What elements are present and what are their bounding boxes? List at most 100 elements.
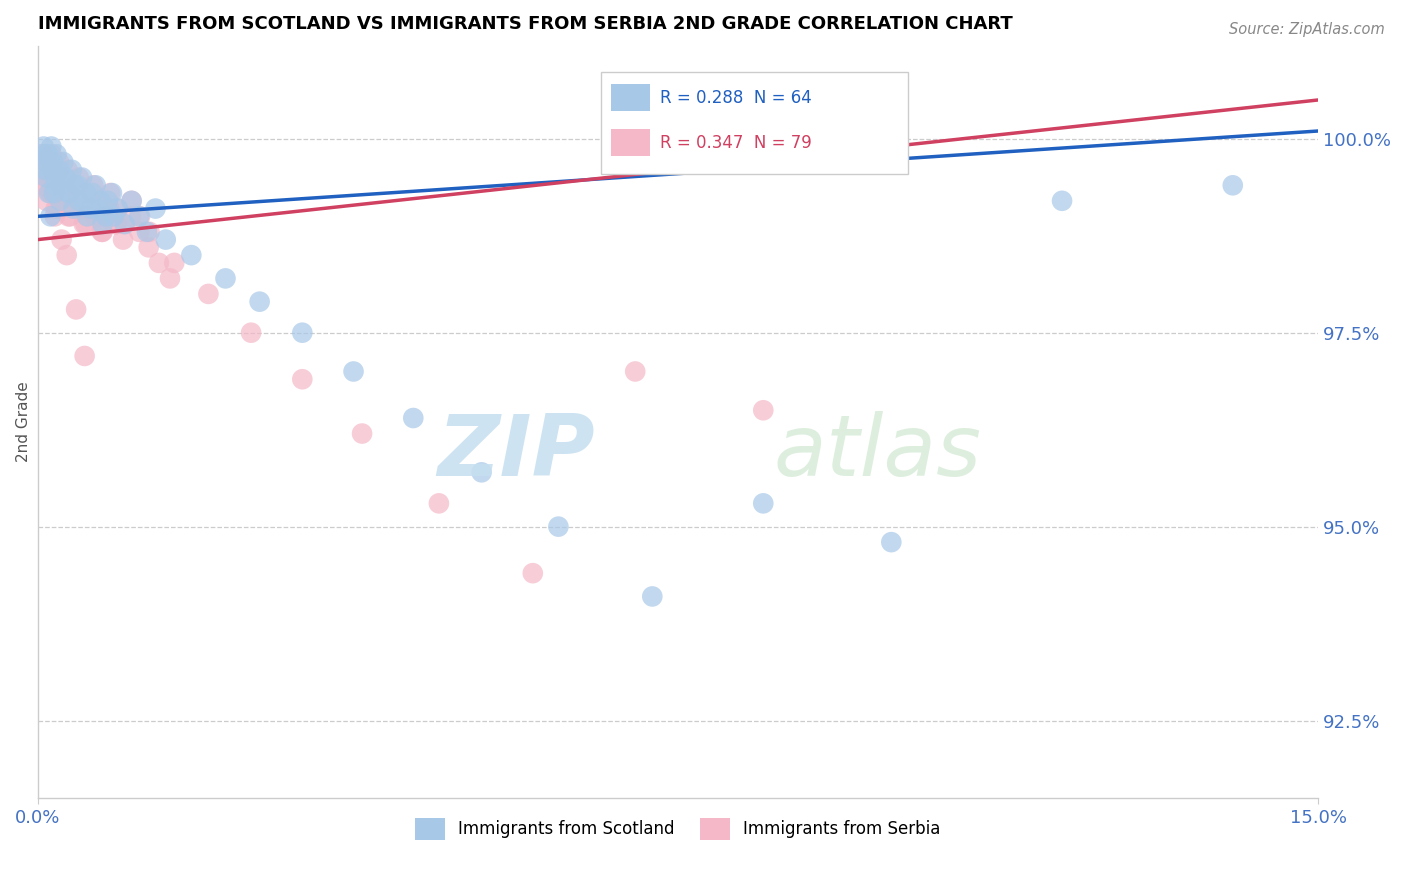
Point xyxy=(180,248,202,262)
Point xyxy=(136,225,159,239)
Point xyxy=(41,186,63,200)
Point xyxy=(37,170,59,185)
Point xyxy=(82,178,104,193)
Point xyxy=(44,170,66,185)
Bar xyxy=(602,72,908,174)
Point xyxy=(84,178,107,193)
Point xyxy=(97,194,120,208)
Point xyxy=(471,466,494,480)
Point xyxy=(159,271,181,285)
Point xyxy=(291,372,314,386)
Point xyxy=(291,326,314,340)
Point xyxy=(31,162,53,177)
Point xyxy=(79,202,101,216)
Point xyxy=(94,210,117,224)
Point xyxy=(91,225,114,239)
Point xyxy=(51,233,73,247)
Point xyxy=(56,162,79,177)
Point xyxy=(82,186,104,200)
Point xyxy=(624,364,647,378)
Point xyxy=(86,210,108,224)
Point xyxy=(65,186,87,200)
Point xyxy=(35,170,58,185)
Point xyxy=(32,139,55,153)
Point xyxy=(1050,194,1073,208)
Point xyxy=(249,294,271,309)
Point xyxy=(45,178,67,193)
Point xyxy=(128,225,150,239)
Point xyxy=(34,162,56,177)
Point xyxy=(49,178,72,193)
Text: ZIP: ZIP xyxy=(437,410,595,493)
Point xyxy=(76,210,98,224)
Point xyxy=(79,194,101,208)
Point xyxy=(58,186,80,200)
Point xyxy=(52,155,75,169)
Point xyxy=(155,233,177,247)
Point xyxy=(67,170,90,185)
Point xyxy=(87,194,110,208)
Legend: Immigrants from Scotland, Immigrants from Serbia: Immigrants from Scotland, Immigrants fro… xyxy=(409,812,948,847)
Point xyxy=(105,202,128,216)
Point xyxy=(39,210,62,224)
Point xyxy=(32,178,55,193)
Point xyxy=(427,496,450,510)
Point xyxy=(65,302,87,317)
Point xyxy=(34,162,56,177)
Point xyxy=(51,170,73,185)
Point xyxy=(547,519,569,533)
Point xyxy=(60,162,83,177)
Point xyxy=(44,210,66,224)
Point xyxy=(35,155,58,169)
Point xyxy=(59,178,82,193)
Point xyxy=(58,186,80,200)
Point xyxy=(163,256,186,270)
Point xyxy=(104,217,127,231)
Text: R = 0.288  N = 64: R = 0.288 N = 64 xyxy=(659,88,811,106)
Point xyxy=(138,240,160,254)
Point xyxy=(45,147,67,161)
Point xyxy=(79,194,101,208)
Point xyxy=(45,178,67,193)
Point xyxy=(107,202,129,216)
Point xyxy=(86,202,108,216)
Point xyxy=(72,194,94,208)
Point xyxy=(42,162,65,177)
Point xyxy=(522,566,544,581)
Y-axis label: 2nd Grade: 2nd Grade xyxy=(15,382,31,462)
Point xyxy=(114,217,136,231)
Point xyxy=(98,186,121,200)
Point xyxy=(46,202,69,216)
Point xyxy=(55,170,77,185)
Point xyxy=(62,202,84,216)
Point xyxy=(73,349,96,363)
Point xyxy=(58,210,80,224)
Point xyxy=(48,162,70,177)
Point xyxy=(41,139,63,153)
Point xyxy=(52,194,75,208)
Text: atlas: atlas xyxy=(773,410,981,493)
Point xyxy=(42,186,65,200)
Point xyxy=(31,147,53,161)
Point xyxy=(129,210,152,224)
Point xyxy=(38,170,60,185)
Point xyxy=(75,217,97,231)
Point xyxy=(121,194,143,208)
Point xyxy=(73,217,96,231)
Point xyxy=(84,210,107,224)
Point xyxy=(34,178,56,193)
Point xyxy=(93,210,115,224)
Point xyxy=(34,155,56,169)
Point xyxy=(66,202,89,216)
Text: IMMIGRANTS FROM SCOTLAND VS IMMIGRANTS FROM SERBIA 2ND GRADE CORRELATION CHART: IMMIGRANTS FROM SCOTLAND VS IMMIGRANTS F… xyxy=(38,15,1012,33)
Point xyxy=(103,210,125,224)
Point xyxy=(38,186,60,200)
Point xyxy=(214,271,236,285)
Point xyxy=(38,170,60,185)
Point xyxy=(66,178,89,193)
Point xyxy=(55,248,77,262)
Point xyxy=(138,225,160,239)
Point xyxy=(197,286,219,301)
Point xyxy=(145,202,167,216)
Point xyxy=(41,162,63,177)
